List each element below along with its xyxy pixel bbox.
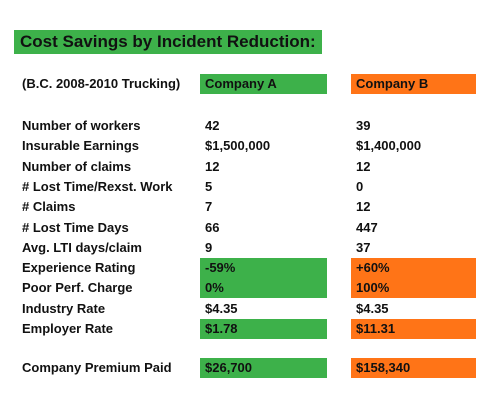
page-title: Cost Savings by Incident Reduction: [14, 30, 322, 54]
row-label: Number of claims [22, 159, 132, 174]
table-row: # Lost Time Days 66 447 [0, 218, 500, 238]
header-row: (B.C. 2008-2010 Trucking) Company A Comp… [0, 74, 500, 94]
row-label: # Lost Time Days [22, 220, 129, 235]
row-label: Employer Rate [22, 321, 114, 336]
table-row: # Claims 7 12 [0, 197, 500, 217]
table-row: Industry Rate $4.35 $4.35 [0, 299, 500, 319]
company-a-value: 9 [205, 240, 213, 255]
table-row: Experience Rating -59% +60% [0, 258, 500, 278]
company-a-value: 5 [205, 179, 213, 194]
row-label: Number of workers [22, 118, 141, 133]
table-row: Poor Perf. Charge 0% 100% [0, 278, 500, 298]
company-a-value: 42 [205, 118, 220, 133]
company-b-value: 37 [356, 240, 371, 255]
company-b-value: 100% [351, 278, 476, 298]
table-row: Insurable Earnings $1,500,000 $1,400,000 [0, 136, 500, 156]
company-b-value: 12 [356, 159, 371, 174]
company-a-value: $4.35 [205, 301, 238, 316]
table-row: # Lost Time/Rexst. Work 5 0 [0, 177, 500, 197]
row-label: Industry Rate [22, 301, 106, 316]
company-b-value: 0 [356, 179, 364, 194]
company-a-value: $1,500,000 [205, 138, 271, 153]
company-b-value: 12 [356, 199, 371, 214]
company-a-value: 12 [205, 159, 220, 174]
table-row: Avg. LTI days/claim 9 37 [0, 238, 500, 258]
company-a-value: 66 [205, 220, 220, 235]
company-a-header: Company A [200, 74, 327, 94]
row-label: Experience Rating [22, 260, 136, 275]
company-a-value: 0% [200, 278, 327, 298]
company-b-value: $11.31 [351, 319, 476, 339]
row-label: Insurable Earnings [22, 138, 140, 153]
company-a-value: 7 [205, 199, 213, 214]
company-b-value: 447 [356, 220, 378, 235]
header-label: (B.C. 2008-2010 Trucking) [22, 76, 181, 91]
row-label: Avg. LTI days/claim [22, 240, 142, 255]
company-a-value: -59% [200, 258, 327, 278]
company-a-premium: $26,700 [200, 358, 327, 378]
company-b-value: +60% [351, 258, 476, 278]
row-label: Poor Perf. Charge [22, 280, 133, 295]
table-row: Number of workers 42 39 [0, 116, 500, 136]
company-b-value: $1,400,000 [356, 138, 422, 153]
company-b-value: $4.35 [356, 301, 389, 316]
company-b-value: 39 [356, 118, 371, 133]
premium-row: Company Premium Paid $26,700 $158,340 [0, 358, 500, 378]
table-row: Number of claims 12 12 [0, 157, 500, 177]
company-b-premium: $158,340 [351, 358, 476, 378]
row-label: # Claims [22, 199, 76, 214]
company-b-header: Company B [351, 74, 476, 94]
premium-label: Company Premium Paid [22, 360, 172, 375]
row-label: # Lost Time/Rexst. Work [22, 179, 173, 194]
table-row: Employer Rate $1.78 $11.31 [0, 319, 500, 339]
company-a-value: $1.78 [200, 319, 327, 339]
